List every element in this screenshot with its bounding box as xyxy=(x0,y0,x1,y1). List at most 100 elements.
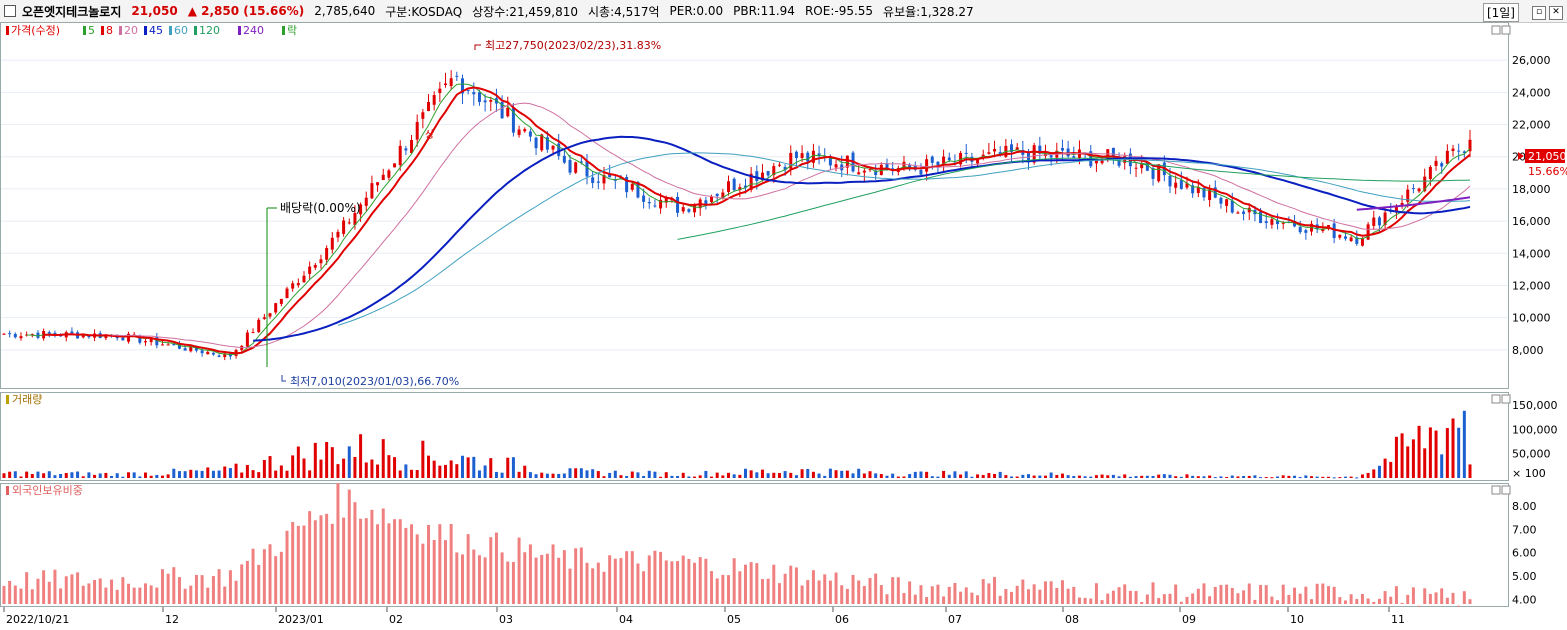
candle-body xyxy=(1117,158,1121,166)
candle-body xyxy=(1281,222,1285,224)
legend-label: 20 xyxy=(124,24,138,37)
foreign-bar xyxy=(625,551,629,604)
volume-bar xyxy=(1128,476,1132,478)
volume-bar xyxy=(489,458,493,478)
foreign-bar xyxy=(738,571,742,604)
high-arrow-icon xyxy=(474,44,481,50)
candle-body xyxy=(596,181,600,183)
candle-body xyxy=(874,170,878,175)
volume-bar xyxy=(194,470,198,478)
volume-bar xyxy=(800,469,804,478)
x-tick-label: 07 xyxy=(948,613,962,626)
foreign-bar xyxy=(959,591,963,604)
candle-body xyxy=(540,134,544,151)
foreign-tick-label: 7.00 xyxy=(1512,523,1537,536)
candle-body xyxy=(291,283,295,289)
volume-bar xyxy=(766,473,770,478)
volume-bar xyxy=(1457,427,1461,478)
volume-bar xyxy=(291,455,295,478)
foreign-bar xyxy=(211,576,215,604)
volume-bar xyxy=(1117,476,1121,478)
volume-bar xyxy=(1468,464,1472,478)
legend-label: 5 xyxy=(88,24,95,37)
foreign-bar xyxy=(325,513,329,604)
select-checkbox[interactable] xyxy=(4,5,16,17)
high-note: 최고27,750(2023/02/23),31.83% xyxy=(485,39,661,52)
price-tick-label: 18,000 xyxy=(1512,183,1551,196)
candle-body xyxy=(545,137,549,150)
foreign-ownership-bars xyxy=(2,483,1472,607)
period-selector[interactable]: [1일] xyxy=(1482,3,1519,22)
candle-body xyxy=(727,181,731,193)
foreign-bar xyxy=(777,583,781,604)
volume-bar xyxy=(110,475,114,478)
volume-bar xyxy=(506,457,510,478)
foreign-bar xyxy=(1264,585,1268,604)
volume-bar xyxy=(274,470,278,478)
foreign-bar xyxy=(466,534,470,604)
foreign-bar xyxy=(885,594,889,604)
candle-body xyxy=(625,177,629,193)
foreign-bar xyxy=(511,561,515,604)
foreign-bar xyxy=(189,585,193,604)
candle-body xyxy=(1151,168,1155,179)
candle-body xyxy=(387,170,391,178)
candle-body xyxy=(217,355,221,357)
foreign-bar xyxy=(1281,584,1285,604)
candle-body xyxy=(194,346,198,351)
candle-body xyxy=(1191,185,1195,194)
x-tick-label: 12 xyxy=(165,613,179,626)
volume-bar xyxy=(1411,439,1415,478)
volume-bar xyxy=(1049,472,1053,478)
volume-bar xyxy=(1360,474,1364,478)
candle-body xyxy=(274,303,278,313)
foreign-bar xyxy=(630,551,634,604)
candle-body xyxy=(681,207,685,212)
volume-bar xyxy=(455,464,459,478)
volume-bar xyxy=(330,447,334,478)
foreign-bar xyxy=(359,518,363,604)
candle-body xyxy=(177,343,181,349)
volume-bar xyxy=(862,473,866,478)
foreign-bar xyxy=(1202,583,1206,604)
maximize-icon[interactable]: ▫ xyxy=(1532,5,1546,20)
volume-bar xyxy=(557,473,561,478)
candle-body xyxy=(608,173,612,178)
foreign-bar xyxy=(410,524,414,604)
candle-body xyxy=(987,152,991,154)
legend-label: 45 xyxy=(149,24,163,37)
candle-body xyxy=(1304,230,1308,233)
candle-body xyxy=(1111,147,1115,156)
legend-label: 60 xyxy=(174,24,188,37)
volume-bar xyxy=(1298,477,1302,479)
panel-controls[interactable] xyxy=(1491,25,1511,495)
volume-bar xyxy=(76,471,80,478)
volume-bar xyxy=(1270,477,1274,479)
candle-body xyxy=(772,166,776,176)
foreign-bar xyxy=(494,532,498,604)
candle-body xyxy=(993,148,997,152)
volume-bar xyxy=(608,472,612,478)
foreign-bar xyxy=(670,561,674,604)
volume-bar xyxy=(647,470,651,478)
candle-body xyxy=(511,107,515,133)
candle-body xyxy=(347,222,351,224)
volume-bar xyxy=(404,464,408,478)
foreign-bar xyxy=(942,596,946,604)
foreign-bar xyxy=(704,558,708,604)
candle-body xyxy=(591,177,595,184)
foreign-bar xyxy=(160,569,164,604)
volume-bar xyxy=(1168,474,1172,478)
foreign-bar xyxy=(1457,605,1461,607)
foreign-bar xyxy=(1304,586,1308,604)
volume-bar xyxy=(1343,476,1347,478)
foreign-bar xyxy=(828,580,832,604)
foreign-bar xyxy=(1145,594,1149,604)
volume-bar xyxy=(811,471,815,478)
legend-swatch xyxy=(194,26,197,35)
candle-body xyxy=(308,266,312,274)
candle-body xyxy=(1259,211,1263,224)
close-icon[interactable]: ✕ xyxy=(1549,5,1563,20)
candle-body xyxy=(1010,144,1014,152)
volume-bar xyxy=(1179,476,1183,478)
